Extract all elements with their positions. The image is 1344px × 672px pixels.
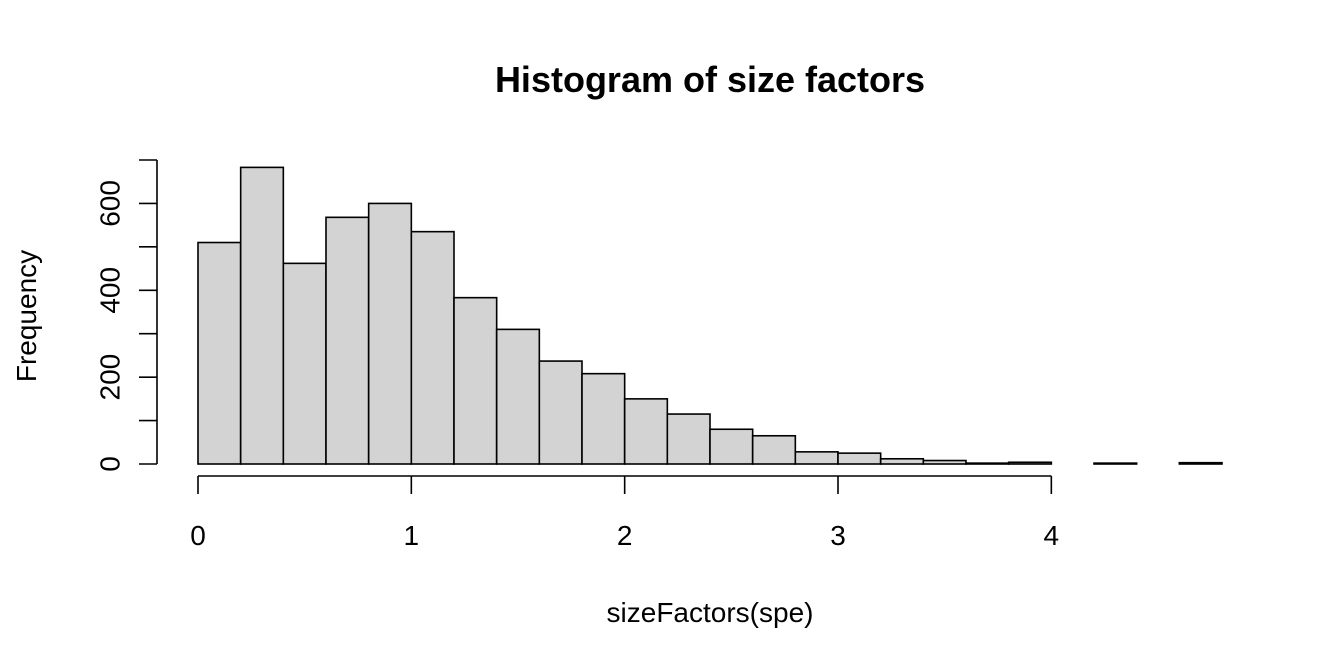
x-tick-label: 2	[617, 520, 633, 551]
y-tick-label: 200	[95, 354, 126, 401]
x-axis: 0 1 2 3 4	[190, 475, 1060, 551]
histogram-bar	[367, 202, 413, 465]
histogram-bar	[495, 328, 541, 465]
x-axis-label: sizeFactors(spe)	[607, 597, 814, 628]
x-tick-label: 3	[830, 520, 846, 551]
histogram-bar	[666, 413, 711, 465]
histogram-bar	[751, 434, 797, 465]
x-tick-label: 1	[404, 520, 420, 551]
y-axis: 0 200 400 600	[95, 159, 158, 472]
histogram-bar	[965, 462, 1010, 465]
histogram-bar	[197, 241, 242, 465]
histogram-bar	[1007, 461, 1053, 465]
histogram-bar	[538, 360, 583, 465]
y-tick-label: 400	[95, 267, 126, 314]
histogram-bar	[837, 452, 882, 465]
y-axis-label: Frequency	[11, 250, 42, 382]
x-tick-label: 0	[190, 520, 206, 551]
histogram-bar	[1178, 461, 1223, 465]
bars-group	[197, 166, 1223, 465]
histogram-bar	[325, 216, 370, 465]
x-tick-label: 4	[1044, 520, 1060, 551]
histogram-bar	[239, 166, 285, 465]
chart-title: Histogram of size factors	[495, 59, 925, 100]
histogram-bar	[581, 372, 626, 465]
histogram-bar	[453, 296, 498, 465]
y-tick-label: 0	[95, 456, 126, 472]
histogram-bar	[794, 451, 839, 465]
histogram-bar	[709, 428, 754, 465]
histogram-bar	[879, 457, 925, 465]
y-tick-label: 600	[95, 180, 126, 227]
histogram-bar	[623, 398, 669, 465]
histogram-bar	[282, 262, 327, 465]
histogram-bar	[1093, 462, 1138, 465]
histogram-bar	[922, 459, 967, 465]
histogram-bar	[410, 230, 455, 465]
